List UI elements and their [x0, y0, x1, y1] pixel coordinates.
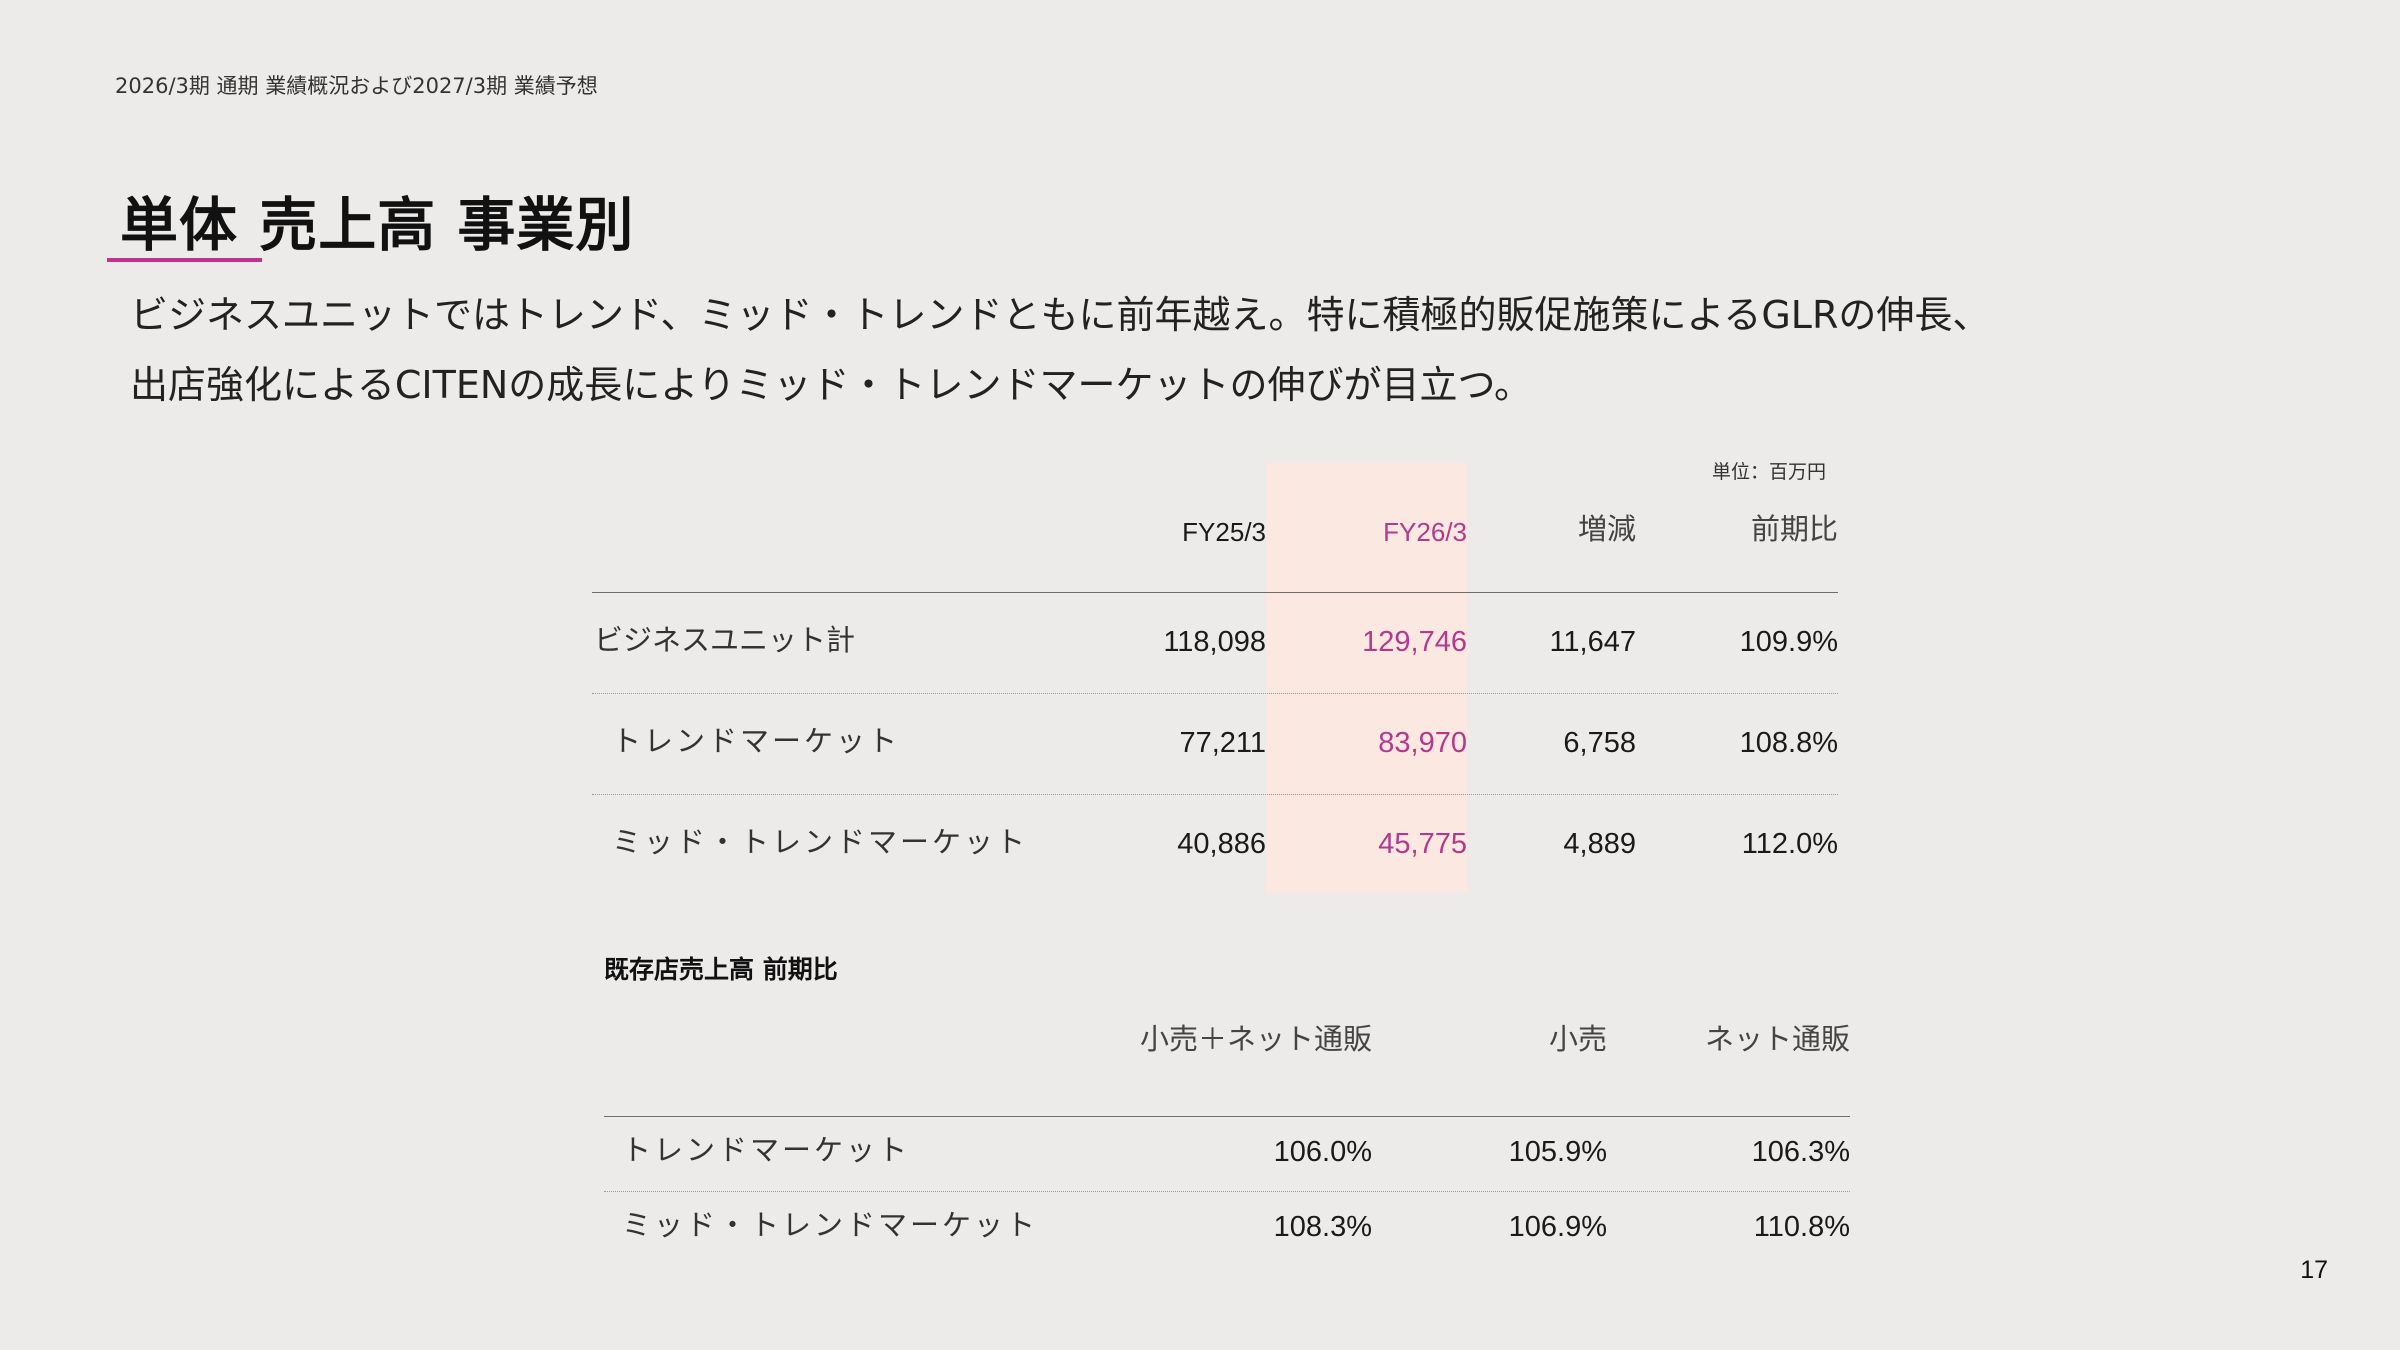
table-row: トレンドマーケット 106.0% 105.9% 106.3% — [604, 1117, 1850, 1192]
table-row: ビジネスユニット計 118,098 129,746 11,647 109.9% — [592, 593, 1838, 694]
col-header-total: 小売＋ネット通販 — [1139, 1022, 1372, 1056]
summary-line-1: ビジネスユニットではトレンド、ミッド・トレンドともに前年越え。特に積極的販促施策… — [130, 293, 1991, 337]
table-row: ミッド・トレンドマーケット 108.3% 106.9% 110.8% — [604, 1192, 1850, 1266]
page-title: 単体 売上高 事業別 — [120, 191, 635, 259]
online-value: 106.3% — [1751, 1136, 1850, 1168]
col-header-diff: 増減 — [1577, 512, 1636, 546]
col-header-fy25: FY25/3 — [1182, 517, 1266, 547]
retail-value: 106.9% — [1508, 1211, 1607, 1243]
diff-value: 4,889 — [1563, 828, 1636, 860]
col-header-ratio: 前期比 — [1750, 512, 1838, 546]
fy25-value: 40,886 — [1177, 828, 1266, 860]
table-row: トレンドマーケット 77,211 83,970 6,758 108.8% — [592, 694, 1838, 795]
row-name: ミッド・トレンドマーケット — [622, 1208, 1039, 1242]
page-number: 17 — [2300, 1256, 2328, 1284]
fy26-value: 45,775 — [1378, 828, 1467, 860]
existing-store-sales-table: 小売＋ネット通販 小売 ネット通販 トレンドマーケット 106.0% 105.9… — [604, 1000, 1850, 1266]
sales-by-segment-table: FY25/3 FY26/3 増減 前期比 ビジネスユニット計 118,098 1… — [592, 470, 1838, 895]
ratio-value: 109.9% — [1739, 626, 1838, 658]
existing-store-sales-title: 既存店売上高 前期比 — [604, 955, 838, 984]
row-name: ビジネスユニット計 — [594, 623, 856, 657]
summary-text: ビジネスユニットではトレンド、ミッド・トレンドともに前年越え。特に積極的販促施策… — [130, 280, 2280, 420]
ratio-value: 108.8% — [1739, 727, 1838, 759]
diff-value: 6,758 — [1563, 727, 1636, 759]
summary-line-2: 出店強化によるCITENの成長によりミッド・トレンドマーケットの伸びが目立つ。 — [130, 363, 1532, 407]
col-header-retail: 小売 — [1548, 1022, 1607, 1056]
title-underline — [107, 258, 262, 262]
retail-value: 105.9% — [1508, 1136, 1607, 1168]
fy25-value: 118,098 — [1163, 626, 1266, 658]
fy25-value: 77,211 — [1179, 727, 1266, 759]
total-value: 106.0% — [1273, 1136, 1372, 1168]
col-header-fy26: FY26/3 — [1383, 517, 1467, 547]
col-header-online: ネット通販 — [1704, 1022, 1850, 1056]
table-row: ミッド・トレンドマーケット 40,886 45,775 4,889 112.0% — [592, 795, 1838, 895]
row-name: ミッド・トレンドマーケット — [612, 825, 1029, 859]
table-header-row: 小売＋ネット通販 小売 ネット通販 — [604, 1000, 1850, 1117]
total-value: 108.3% — [1273, 1211, 1372, 1243]
fy26-value: 83,970 — [1378, 727, 1467, 759]
row-name: トレンドマーケット — [612, 724, 901, 758]
table-header-row: FY25/3 FY26/3 増減 前期比 — [592, 470, 1838, 593]
online-value: 110.8% — [1753, 1211, 1850, 1243]
row-name: トレンドマーケット — [622, 1133, 911, 1167]
fy26-highlight-column — [1266, 463, 1467, 893]
diff-value: 11,647 — [1549, 626, 1636, 658]
ratio-value: 112.0% — [1741, 828, 1838, 860]
header-label: 2026/3期 通期 業績概況および2027/3期 業績予想 — [115, 74, 598, 98]
fy26-value: 129,746 — [1362, 626, 1467, 658]
unit-label: 単位：百万円 — [1712, 461, 1827, 483]
